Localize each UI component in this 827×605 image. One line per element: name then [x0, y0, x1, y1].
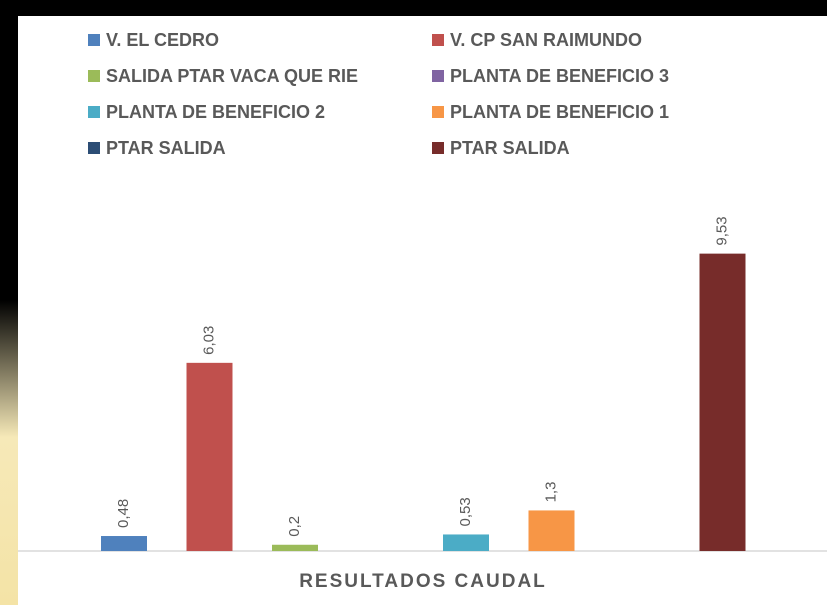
frame-edge	[0, 300, 18, 605]
value-label: 6,03	[200, 326, 217, 355]
legend-swatch	[88, 106, 100, 118]
legend-swatch	[432, 142, 444, 154]
bar	[186, 362, 233, 551]
legend-label: PLANTA DE BENEFICIO 2	[106, 102, 325, 122]
legend-swatch	[88, 142, 100, 154]
legend-label: V. EL CEDRO	[106, 30, 219, 50]
bar	[528, 510, 575, 551]
bar	[272, 544, 318, 551]
value-label: 0,2	[286, 516, 303, 537]
legend-label: V. CP SAN RAIMUNDO	[450, 30, 642, 50]
legend-label: SALIDA PTAR VACA QUE RIE	[106, 66, 358, 86]
legend-swatch	[88, 34, 100, 46]
legend-swatch	[88, 70, 100, 82]
legend-label: PTAR SALIDA	[106, 138, 226, 158]
x-tick-label: RESULTADOS CAUDAL	[299, 571, 547, 592]
value-label: 1,3	[542, 482, 559, 503]
bar	[699, 253, 746, 551]
legend-label: PLANTA DE BENEFICIO 1	[450, 102, 669, 122]
legend-swatch	[432, 34, 444, 46]
bar	[101, 536, 147, 551]
value-label: 9,53	[713, 216, 730, 245]
plot-background	[18, 16, 827, 605]
legend-swatch	[432, 106, 444, 118]
value-label: 0,53	[457, 497, 474, 526]
legend-label: PTAR SALIDA	[450, 138, 570, 158]
legend-label: PLANTA DE BENEFICIO 3	[450, 66, 669, 86]
legend-swatch	[432, 70, 444, 82]
bar	[443, 534, 489, 551]
value-label: 0,48	[115, 499, 132, 528]
